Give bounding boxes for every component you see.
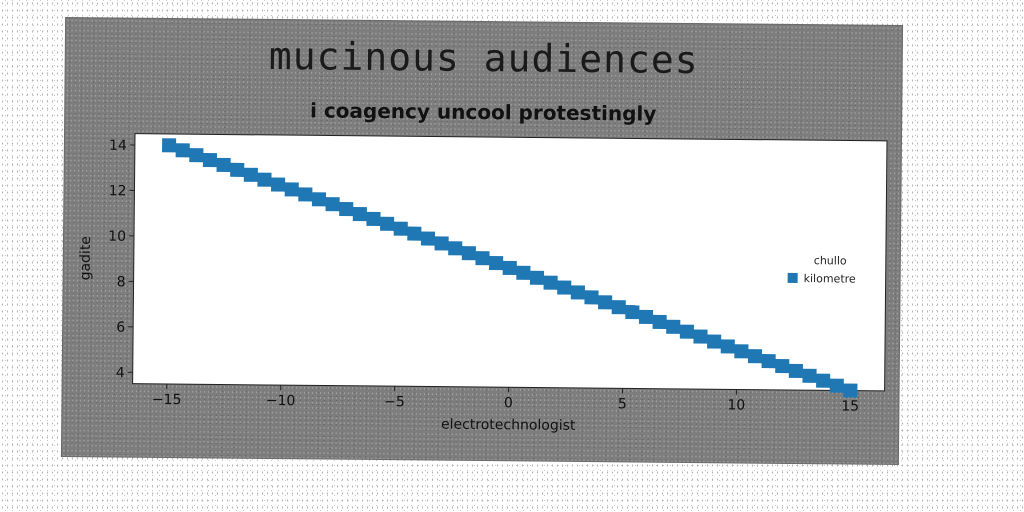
y-axis: 4 6 8 10 12 14 [108, 138, 135, 381]
data-point [311, 192, 327, 207]
data-point [802, 368, 817, 383]
data-point [652, 314, 667, 329]
data-point [216, 157, 231, 173]
data-point [475, 251, 490, 266]
y-tick-label: 8 [117, 274, 126, 290]
y-axis-label: gadite [78, 236, 94, 281]
data-point [625, 305, 640, 320]
data-point [707, 334, 722, 349]
x-tick-label: 15 [841, 398, 859, 414]
legend-label-kilometre: kilometre [804, 272, 856, 286]
data-point [202, 152, 218, 168]
data-point [516, 265, 531, 280]
data-point [734, 344, 749, 359]
x-tick-label: −10 [266, 393, 296, 409]
data-point [570, 285, 585, 300]
data-point [461, 246, 476, 261]
data-point [271, 177, 286, 192]
legend-title: chullo [814, 254, 847, 267]
x-tick-label: 10 [727, 397, 745, 413]
data-point [584, 290, 599, 305]
y-tick-label: 10 [108, 229, 126, 245]
data-point [598, 295, 613, 310]
y-tick-label: 6 [116, 320, 125, 336]
data-point [829, 378, 844, 393]
data-point [747, 349, 763, 364]
data-point [380, 216, 395, 231]
data-point [257, 172, 272, 187]
data-point [679, 324, 694, 339]
legend: chullo kilometre [787, 254, 856, 286]
x-axis-label: electrotechnologist [441, 417, 576, 434]
data-point [638, 309, 654, 325]
data-point [448, 241, 463, 256]
x-tick-label: 5 [618, 396, 627, 412]
x-tick-label: 0 [504, 395, 513, 411]
data-point [175, 143, 190, 158]
y-tick-label: 14 [109, 138, 127, 154]
data-point [761, 354, 776, 369]
data-point [352, 206, 367, 222]
data-point [162, 138, 177, 153]
data-point [529, 270, 545, 285]
data-point [666, 319, 681, 334]
legend-swatch-kilometre [787, 272, 798, 284]
data-point [693, 329, 708, 344]
data-point [543, 275, 558, 290]
data-point [720, 339, 735, 354]
data-point [843, 383, 858, 398]
chart: −15 −10 −5 0 5 10 15 4 6 8 10 12 14 electrotechnolo… [78, 133, 888, 434]
data-point [393, 221, 408, 236]
data-point [366, 211, 381, 226]
x-axis: −15 −10 −5 0 5 10 15 [152, 383, 859, 415]
data-point [230, 162, 245, 177]
data-point [788, 363, 803, 378]
data-point [816, 373, 831, 388]
data-point [407, 226, 422, 241]
y-tick-label: 4 [116, 365, 125, 381]
data-point [502, 260, 517, 276]
data-point [557, 280, 572, 295]
data-point [189, 148, 204, 163]
data-point [489, 255, 504, 271]
data-point [434, 236, 449, 251]
figure-card: mucinous audiences i coagency uncool pro… [61, 17, 903, 465]
data-point [420, 231, 436, 246]
x-tick-label: −5 [384, 394, 405, 410]
data-point [325, 197, 340, 212]
x-tick-label: −15 [152, 392, 182, 408]
data-point [243, 167, 258, 182]
data-point [611, 300, 626, 315]
data-point [775, 358, 790, 374]
y-tick-label: 12 [109, 183, 127, 199]
data-point [284, 182, 299, 197]
data-point [339, 202, 354, 217]
series-kilometre [162, 138, 858, 398]
data-point [298, 187, 313, 202]
